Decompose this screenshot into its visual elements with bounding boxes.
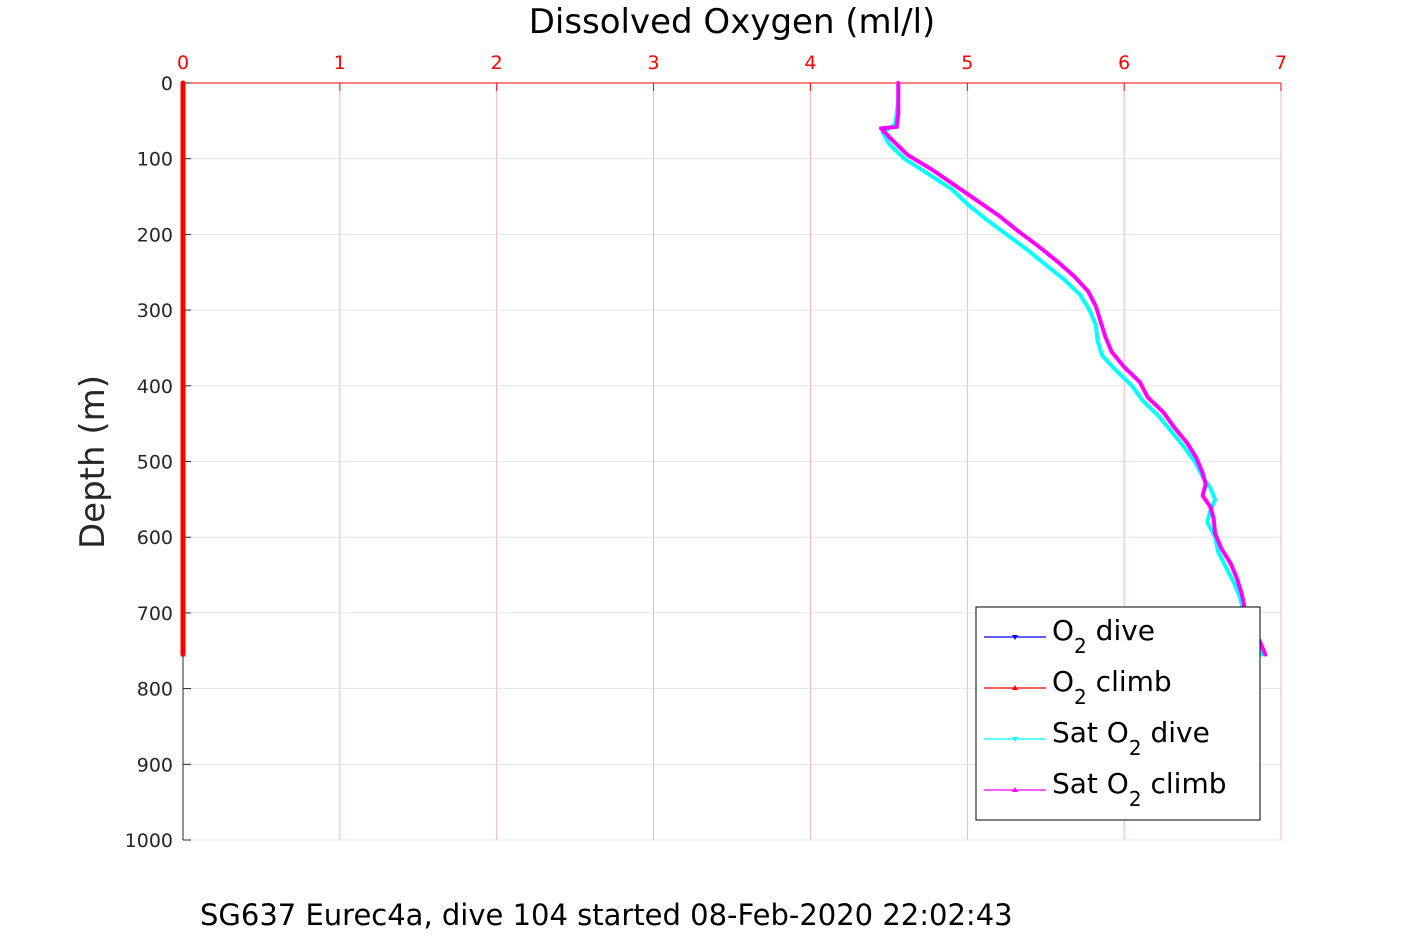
x-tick-label: 7 [1275, 52, 1287, 74]
series-line-sat-climb [879, 81, 1268, 657]
tick-labels: 0 1 2 3 4 5 6 7 0 100 200 300 400 500 600 700 800 900 1000 [125, 52, 1287, 852]
legend-swatch-marker [1012, 635, 1018, 640]
legend-swatch-marker [1012, 737, 1018, 742]
y-tick-label: 900 [137, 754, 173, 776]
y-tick-label: 700 [137, 603, 173, 625]
y-axis-title: Depth (m) [73, 375, 113, 549]
legend: O2 dive O2 climb Sat O2 dive Sat O2 climb [975, 606, 1261, 821]
legend-entry-sat-dive: Sat O2 dive [1052, 716, 1210, 760]
x-tick-label: 0 [177, 52, 189, 74]
x-tick-label: 5 [961, 52, 973, 74]
y-tick-label: 800 [137, 679, 173, 701]
y-tick-label: 500 [137, 452, 173, 474]
x-tick-label: 3 [648, 52, 660, 74]
x-tick-label: 4 [804, 52, 816, 74]
x-tick-label: 2 [491, 52, 503, 74]
legend-swatch-marker [1012, 787, 1018, 792]
legend-entry-o2-climb: O2 climb [1052, 665, 1172, 709]
y-tick-label: 400 [137, 376, 173, 398]
x-axis-title: Dissolved Oxygen (ml/l) [529, 2, 936, 42]
y-tick-label: 600 [137, 527, 173, 549]
y-tick-label: 1000 [125, 830, 173, 852]
y-tick-label: 0 [161, 73, 173, 95]
legend-box [975, 606, 1261, 821]
legend-swatch-marker [1012, 685, 1018, 690]
legend-entry-o2-dive: O2 dive [1052, 614, 1155, 658]
x-tick-label: 6 [1118, 52, 1130, 74]
y-tick-label: 300 [137, 300, 173, 322]
dive-caption: SG637 Eurec4a, dive 104 started 08-Feb-2… [200, 898, 1013, 932]
data-series [180, 80, 1268, 657]
series-line-sat-dive [880, 81, 1265, 657]
x-tick-label: 1 [334, 52, 346, 74]
y-tick-label: 200 [137, 224, 173, 246]
legend-entry-sat-climb: Sat O2 climb [1052, 767, 1227, 811]
y-tick-label: 100 [137, 149, 173, 171]
